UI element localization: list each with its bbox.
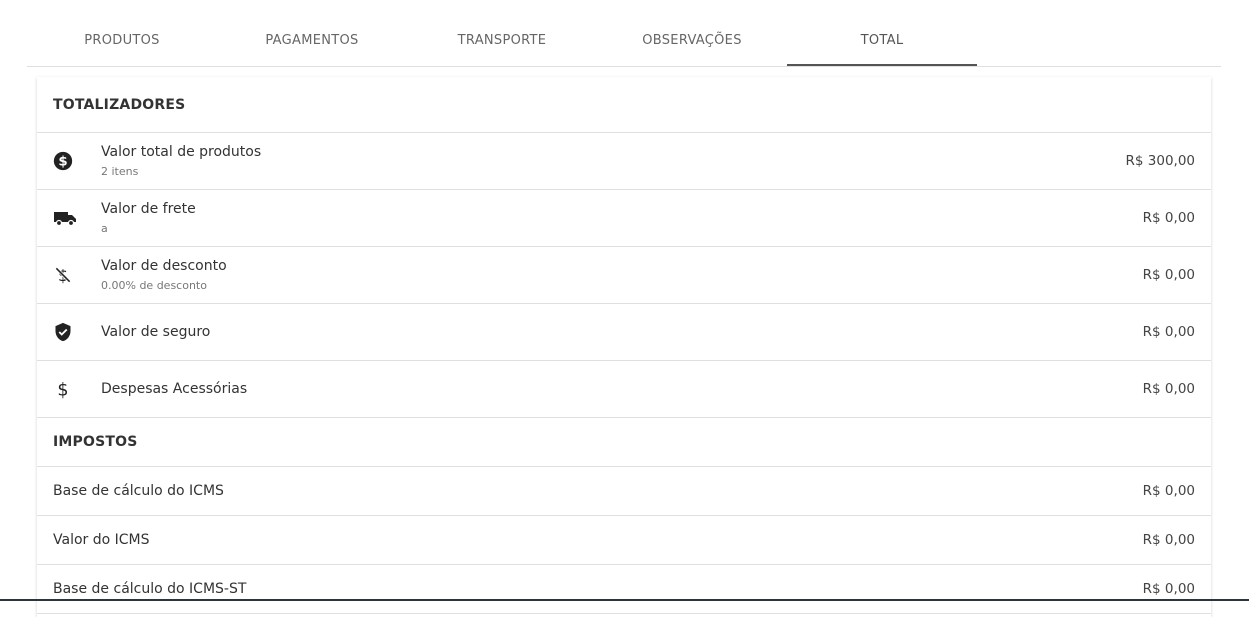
- item-sub: a: [101, 222, 108, 235]
- tax-row-base-icms: Base de cálculo do ICMS R$ 0,00: [37, 467, 1211, 516]
- item-label: Despesas Acessórias: [101, 381, 248, 397]
- item-value: R$ 0,00: [1142, 324, 1195, 340]
- list-item-valor-desconto: $ Valor de desconto 0.00% de desconto R$ …: [37, 247, 1211, 304]
- bottom-bar: [0, 599, 1249, 601]
- tax-row-valor-icms: Valor do ICMS R$ 0,00: [37, 516, 1211, 565]
- item-sub: 2 itens: [101, 165, 139, 178]
- totals-card: TOTALIZADORES $ Valor total de produtos 2…: [37, 77, 1211, 617]
- list-item-valor-frete: Valor de frete a R$ 0,00: [37, 190, 1211, 247]
- item-value: R$ 0,00: [1142, 381, 1195, 397]
- item-sub: 0.00% de desconto: [101, 279, 207, 292]
- svg-text:$: $: [58, 155, 67, 170]
- item-label: Valor de seguro: [101, 324, 211, 340]
- dollar-icon: $: [53, 378, 101, 400]
- item-value: R$ 300,00: [1125, 153, 1196, 169]
- item-label: Valor total de produtos: [101, 144, 262, 160]
- tab-transporte[interactable]: TRANSPORTE: [457, 32, 547, 48]
- tax-value: R$ 0,00: [1142, 532, 1195, 548]
- shield-check-icon: [53, 321, 101, 343]
- tax-label: Base de cálculo do ICMS: [53, 483, 224, 499]
- tab-bar: PRODUTOS PAGAMENTOS TRANSPORTE OBSERVAÇÕ…: [27, 0, 1221, 67]
- section-title-totalizadores: TOTALIZADORES: [37, 77, 1211, 133]
- tab-observacoes[interactable]: OBSERVAÇÕES: [642, 32, 742, 48]
- item-label: Valor de frete: [101, 201, 196, 217]
- section-title-impostos: IMPOSTOS: [37, 418, 1211, 467]
- tax-row-base-icms-st: Base de cálculo do ICMS-ST R$ 0,00: [37, 565, 1211, 614]
- tab-pagamentos[interactable]: PAGAMENTOS: [265, 32, 359, 48]
- tax-label: Valor do ICMS: [53, 532, 150, 548]
- item-value: R$ 0,00: [1142, 267, 1195, 283]
- tab-total[interactable]: TOTAL: [787, 0, 977, 66]
- tax-label: Base de cálculo do ICMS-ST: [53, 581, 247, 597]
- list-item-valor-produtos: $ Valor total de produtos 2 itens R$ 300,…: [37, 133, 1211, 190]
- list-item-despesas-acessorias: $ Despesas Acessórias R$ 0,00: [37, 361, 1211, 418]
- tax-value: R$ 0,00: [1142, 483, 1195, 499]
- item-value: R$ 0,00: [1142, 210, 1195, 226]
- money-off-icon: $: [53, 265, 101, 285]
- list-item-valor-seguro: Valor de seguro R$ 0,00: [37, 304, 1211, 361]
- item-label: Valor de desconto: [101, 258, 227, 274]
- tax-value: R$ 0,00: [1142, 581, 1195, 597]
- tab-produtos[interactable]: PRODUTOS: [84, 32, 160, 48]
- svg-text:$: $: [57, 381, 68, 400]
- truck-icon: [53, 209, 101, 227]
- dollar-circle-icon: $: [53, 151, 101, 171]
